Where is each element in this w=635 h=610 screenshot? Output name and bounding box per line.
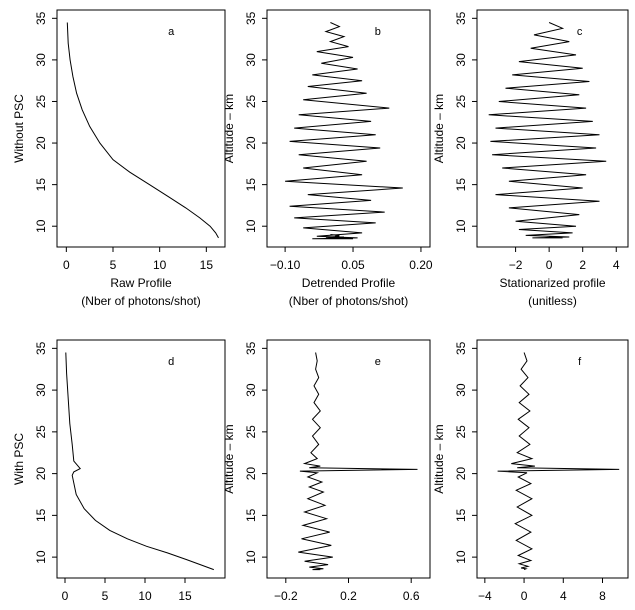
- panel-letter: a: [168, 26, 175, 38]
- panel-d: d 10 15 20 25 30 35 0 5 10 15 With PSC: [12, 339, 226, 603]
- x-axis-label: Detrended Profile: [302, 276, 396, 290]
- series-line: [497, 352, 620, 571]
- x-tick-label: 2: [579, 258, 586, 272]
- x-tick-label: 4: [613, 258, 620, 272]
- x-axis-label-units: (Nber of photons/shot): [289, 294, 408, 308]
- y-tick-label: 20: [34, 136, 48, 150]
- x-tick-label: 15: [200, 258, 214, 272]
- x-tick-label: 5: [102, 589, 109, 603]
- panel-letter: e: [375, 356, 381, 368]
- y-tick-label: 25: [454, 425, 468, 439]
- panel-f: f 10 15 20 25 30 35 −4 0 4 8 Altitude – km: [432, 339, 629, 603]
- panel-e: e 10 15 20 25 30 35 −0.2 0.2 0.6 Altitude – km: [222, 339, 431, 603]
- panel-letter: b: [375, 26, 381, 38]
- plot-frame: [266, 339, 431, 579]
- series-line: [298, 352, 418, 571]
- y-tick-label: 10: [34, 550, 48, 564]
- y-tick-label: 25: [244, 94, 258, 108]
- panel-b: b 10 15 20 25 30 35 −0.10 0.05 0.20 Detrended Prof…: [222, 9, 433, 308]
- y-tick-label: 15: [244, 508, 258, 522]
- x-axis-label: Stationarized profile: [499, 276, 605, 290]
- y-tick-label: 20: [454, 136, 468, 150]
- y-tick-label: 25: [34, 425, 48, 439]
- y-axis-label: Altitude – km: [432, 94, 446, 163]
- y-tick-label: 25: [34, 94, 48, 108]
- x-tick-label: −0.2: [274, 589, 298, 603]
- y-tick-label: 10: [244, 219, 258, 233]
- y-tick-label: 30: [244, 383, 258, 397]
- x-tick-label: 10: [153, 258, 167, 272]
- y-tick-label: 35: [34, 341, 48, 355]
- y-tick-label: 15: [34, 178, 48, 192]
- plot-frame: [56, 339, 226, 579]
- series-line: [65, 352, 214, 571]
- y-tick-label: 10: [454, 219, 468, 233]
- x-axis-label-units: (Nber of photons/shot): [81, 294, 200, 308]
- x-tick-label: 0: [62, 589, 69, 603]
- y-tick-label: 30: [454, 383, 468, 397]
- panel-c: c 10 15 20 25 30 35 −2 0 2 4 Stationarized profile (…: [432, 9, 629, 308]
- y-tick-label: 25: [244, 425, 258, 439]
- panel-letter: c: [577, 26, 583, 38]
- x-tick-label: 0.6: [403, 589, 420, 603]
- y-tick-label: 25: [454, 94, 468, 108]
- x-tick-label: 10: [138, 589, 152, 603]
- y-tick-label: 30: [34, 53, 48, 67]
- y-tick-label: 20: [244, 467, 258, 481]
- series-line: [66, 22, 219, 239]
- y-axis-label: Altitude – km: [222, 424, 236, 493]
- y-tick-label: 35: [454, 11, 468, 25]
- y-tick-label: 15: [244, 178, 258, 192]
- x-tick-label: −2: [509, 258, 523, 272]
- y-tick-label: 35: [454, 341, 468, 355]
- x-axis-label-units: (unitless): [528, 294, 577, 308]
- x-axis-label: Raw Profile: [110, 276, 172, 290]
- y-tick-label: 10: [454, 550, 468, 564]
- x-tick-label: 0: [521, 589, 528, 603]
- y-tick-label: 35: [244, 341, 258, 355]
- x-tick-label: 15: [178, 589, 192, 603]
- y-tick-label: 10: [34, 219, 48, 233]
- x-tick-label: 0.2: [340, 589, 357, 603]
- x-tick-label: 5: [110, 258, 117, 272]
- y-tick-label: 15: [34, 508, 48, 522]
- row-label: Without PSC: [12, 94, 26, 163]
- y-tick-label: 35: [244, 11, 258, 25]
- panel-letter: f: [578, 356, 582, 368]
- series-line: [488, 22, 607, 239]
- plot-frame: [56, 9, 226, 248]
- y-tick-label: 20: [34, 467, 48, 481]
- x-tick-label: 0.05: [341, 258, 365, 272]
- x-tick-label: −0.10: [270, 258, 301, 272]
- plot-frame: [266, 9, 431, 248]
- y-tick-label: 15: [454, 178, 468, 192]
- y-axis-label: Altitude – km: [222, 94, 236, 163]
- y-tick-label: 10: [244, 550, 258, 564]
- plot-frame: [476, 339, 629, 579]
- y-tick-label: 20: [244, 136, 258, 150]
- y-tick-label: 20: [454, 467, 468, 481]
- row-label: With PSC: [12, 433, 26, 485]
- x-tick-label: −4: [478, 589, 492, 603]
- y-tick-label: 35: [34, 11, 48, 25]
- x-tick-label: 0: [63, 258, 70, 272]
- x-tick-label: 8: [599, 589, 606, 603]
- panel-a: a 10 15 20 25 30 35 0 5 10 15 Raw Profile (Nber of p…: [12, 9, 226, 308]
- plot-frame: [476, 9, 629, 248]
- series-line: [285, 22, 403, 240]
- y-axis-label: Altitude – km: [432, 424, 446, 493]
- x-tick-label: 0.20: [409, 258, 433, 272]
- panel-letter: d: [168, 356, 174, 368]
- y-tick-label: 30: [244, 53, 258, 67]
- x-tick-label: 0: [546, 258, 553, 272]
- y-tick-label: 30: [454, 53, 468, 67]
- x-tick-label: 4: [560, 589, 567, 603]
- y-tick-label: 15: [454, 508, 468, 522]
- y-tick-label: 30: [34, 383, 48, 397]
